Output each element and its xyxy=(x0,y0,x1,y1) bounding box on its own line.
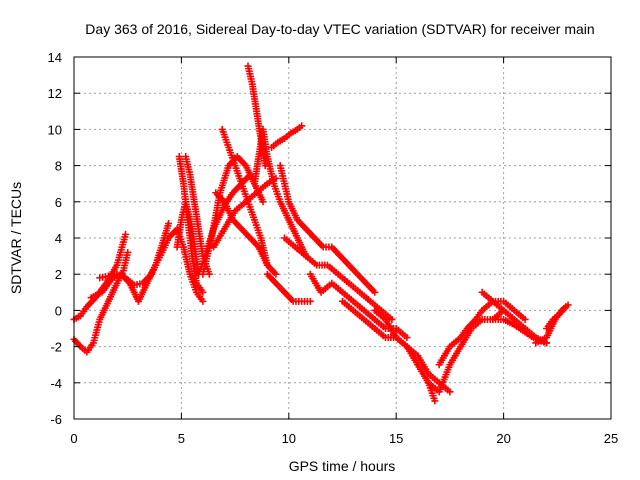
data-point xyxy=(165,220,173,228)
data-point xyxy=(403,334,411,342)
series-track-13 xyxy=(244,62,269,170)
grid xyxy=(74,57,611,419)
x-tick-label: 0 xyxy=(70,431,77,446)
series-track-19 xyxy=(306,270,411,342)
series-track-17 xyxy=(263,270,314,305)
y-tick-label: -6 xyxy=(50,412,62,427)
data-point xyxy=(446,388,454,396)
data-point xyxy=(388,315,396,323)
data-points xyxy=(70,62,572,405)
series-track-7 xyxy=(175,153,207,296)
series-track-16 xyxy=(276,162,379,296)
data-point xyxy=(259,198,267,206)
y-tick-label: 10 xyxy=(48,122,62,137)
data-point xyxy=(272,270,280,278)
data-point xyxy=(199,288,207,296)
y-tick-label: -2 xyxy=(50,340,62,355)
series-track-27 xyxy=(543,303,570,332)
series-track-15 xyxy=(268,122,306,151)
y-tick-label: 6 xyxy=(55,195,62,210)
y-tick-label: 8 xyxy=(55,159,62,174)
series-track-21 xyxy=(371,306,439,405)
data-point xyxy=(562,303,570,311)
y-tick-label: -4 xyxy=(50,376,62,391)
data-point xyxy=(122,230,130,238)
series-track-18 xyxy=(281,234,396,323)
data-point xyxy=(306,297,314,305)
axis-ticks: 0 5 10 15 20 25 -6 -4 -2 0 2 4 6 8 10 12 14 xyxy=(48,50,619,446)
series-track-2 xyxy=(70,248,132,356)
series-track-14 xyxy=(250,125,310,260)
series-track-5 xyxy=(145,225,207,305)
series-track-12 xyxy=(212,189,280,278)
data-point xyxy=(521,315,529,323)
series-track-23 xyxy=(435,297,529,369)
x-tick-label: 20 xyxy=(496,431,510,446)
data-point xyxy=(261,162,269,170)
y-tick-label: 2 xyxy=(55,267,62,282)
x-tick-label: 25 xyxy=(604,431,618,446)
data-point xyxy=(199,297,207,305)
data-point xyxy=(124,248,132,256)
y-axis-title: SDTVAR / TECUs xyxy=(8,182,24,294)
data-point xyxy=(431,397,439,405)
x-tick-label: 5 xyxy=(178,431,185,446)
data-point xyxy=(371,288,379,296)
x-axis-title: GPS time / hours xyxy=(289,458,396,474)
y-tick-label: 0 xyxy=(55,303,62,318)
series-track-11 xyxy=(210,174,280,251)
series-track-10 xyxy=(218,125,271,269)
data-point xyxy=(205,270,213,278)
y-tick-label: 14 xyxy=(48,50,62,65)
y-tick-label: 12 xyxy=(48,86,62,101)
x-tick-label: 15 xyxy=(389,431,403,446)
chart-title: Day 363 of 2016, Sidereal Day-to-day VTE… xyxy=(85,21,594,37)
x-tick-label: 10 xyxy=(282,431,296,446)
data-point xyxy=(298,122,306,130)
y-tick-label: 4 xyxy=(55,231,62,246)
